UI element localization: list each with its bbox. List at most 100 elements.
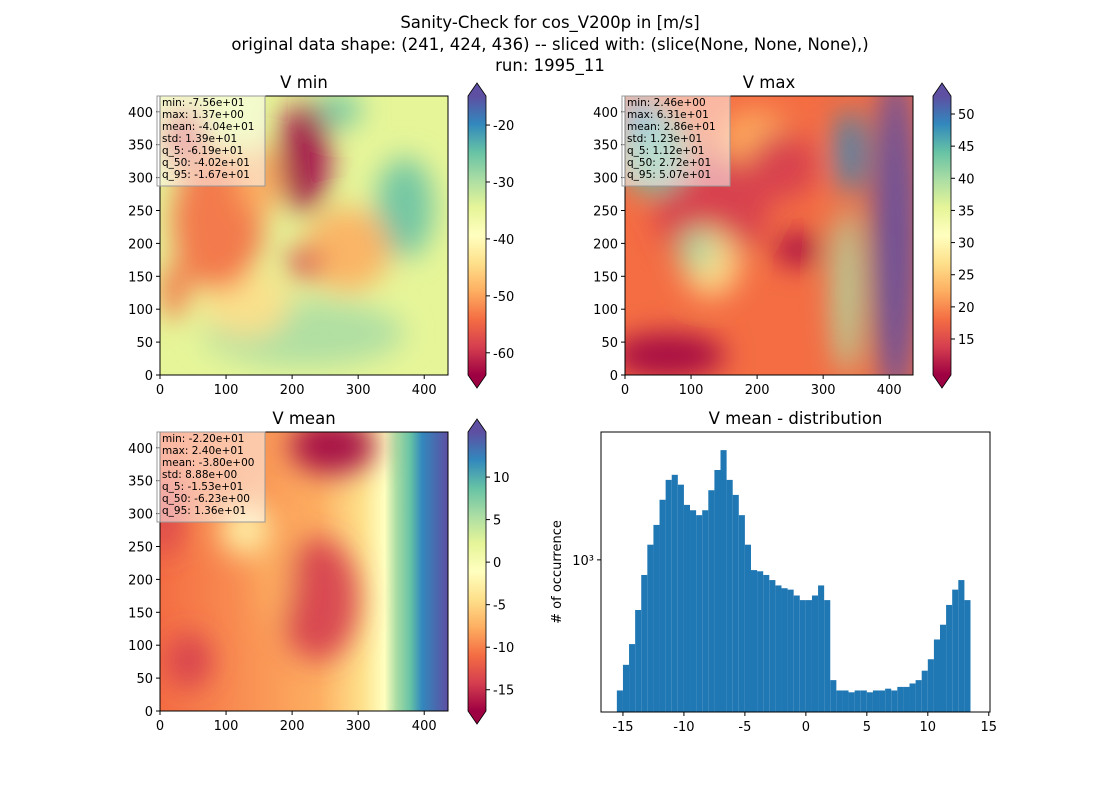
stats-box bbox=[621, 95, 731, 187]
x-tick-label: -15 bbox=[612, 720, 633, 735]
field-blob bbox=[278, 101, 330, 214]
bar bbox=[641, 574, 648, 712]
field-blob bbox=[835, 109, 865, 194]
field-blob bbox=[679, 227, 715, 272]
field-blob bbox=[257, 515, 293, 628]
bar bbox=[781, 588, 788, 712]
y-tick-label: 200 bbox=[128, 237, 153, 252]
colorbar-tick-label: 5 bbox=[493, 514, 501, 529]
y-tick-label: 300 bbox=[128, 508, 153, 523]
y-tick-label: 50 bbox=[601, 336, 618, 351]
stats-text: std: 1.39e+01 bbox=[162, 133, 237, 145]
y-tick-label: 250 bbox=[128, 204, 153, 219]
field-blob bbox=[832, 207, 862, 375]
axes-title: V min bbox=[280, 73, 328, 92]
bar bbox=[683, 504, 691, 712]
y-tick-label: 150 bbox=[128, 606, 153, 621]
colorbar-tick-label: 45 bbox=[958, 140, 975, 155]
stats-text: mean: -3.80e+00 bbox=[162, 457, 254, 469]
colorbar-tick-label: 0 bbox=[493, 556, 501, 571]
colorbar-tick-label: -5 bbox=[493, 599, 506, 614]
axes-frame bbox=[600, 431, 991, 713]
bar bbox=[793, 595, 800, 712]
stats-text: min: -2.20e+01 bbox=[162, 433, 244, 445]
colorbar-tick-label: -15 bbox=[493, 684, 514, 699]
field-blob bbox=[278, 538, 359, 661]
y-tick-label: 10³ bbox=[572, 554, 594, 569]
stats-text: q_5: -1.53e+01 bbox=[162, 481, 243, 493]
bar bbox=[787, 589, 794, 712]
y-tick-label: 50 bbox=[136, 672, 153, 687]
bar bbox=[903, 686, 910, 712]
bar bbox=[811, 595, 819, 712]
field-blob bbox=[774, 232, 821, 267]
stats-text: q_50: 2.72e+01 bbox=[627, 157, 711, 169]
x-tick-label: 10 bbox=[920, 720, 937, 735]
y-tick-label: 0 bbox=[610, 369, 618, 384]
field-blob bbox=[160, 263, 189, 320]
colorbar-tick-label: -40 bbox=[493, 233, 514, 248]
x-tick-label: 200 bbox=[745, 383, 770, 398]
y-tick-label: 400 bbox=[128, 106, 153, 121]
bar bbox=[891, 690, 898, 712]
stats-box bbox=[156, 431, 266, 523]
field-blob bbox=[872, 96, 913, 375]
bar bbox=[671, 474, 678, 712]
colorbar-tick-label: 15 bbox=[958, 333, 975, 348]
y-tick-label: 350 bbox=[593, 139, 618, 154]
x-tick-label: 300 bbox=[346, 383, 371, 398]
x-tick-label: 0 bbox=[802, 720, 810, 735]
x-tick-label: -10 bbox=[673, 720, 694, 735]
colorbar-extend-max bbox=[933, 83, 951, 96]
y-tick-label: 400 bbox=[128, 442, 153, 457]
stats-text: q_50: -4.02e+01 bbox=[162, 157, 250, 169]
bar bbox=[726, 479, 733, 712]
stats-text: max: 6.31e+01 bbox=[627, 109, 709, 121]
y-tick-label: 0 bbox=[145, 705, 153, 720]
axes-title: V mean - distribution bbox=[709, 409, 883, 428]
bar bbox=[653, 524, 660, 712]
y-tick-label: 200 bbox=[593, 237, 618, 252]
stats-box bbox=[156, 95, 266, 187]
axes-frame bbox=[159, 95, 449, 376]
bar bbox=[799, 600, 806, 712]
bar bbox=[872, 690, 880, 712]
axes-title: V max bbox=[743, 73, 796, 92]
bar bbox=[958, 580, 965, 712]
bar bbox=[866, 692, 873, 712]
y-tick-label: 50 bbox=[136, 336, 153, 351]
colorbar-outline bbox=[467, 82, 487, 389]
bar bbox=[622, 664, 630, 712]
field-blob bbox=[748, 132, 818, 200]
colorbar-tick-label: 30 bbox=[958, 237, 975, 252]
bar bbox=[927, 659, 934, 712]
colorbar-tick-label: -30 bbox=[493, 176, 514, 191]
y-tick-label: 350 bbox=[128, 139, 153, 154]
x-tick-label: 100 bbox=[214, 719, 239, 734]
bar bbox=[940, 624, 947, 712]
colorbar-extend-min bbox=[468, 375, 486, 388]
y-tick-label: 0 bbox=[145, 369, 153, 384]
field-blob bbox=[289, 432, 376, 474]
x-tick-label: -5 bbox=[738, 720, 751, 735]
x-tick-label: 300 bbox=[346, 719, 371, 734]
stats-text: q_5: -6.19e+01 bbox=[162, 145, 243, 157]
suptitle: Sanity-Check for cos_V200p in [m/s] bbox=[400, 13, 699, 33]
bar bbox=[818, 585, 825, 712]
bar bbox=[659, 499, 666, 712]
x-tick-label: 0 bbox=[156, 383, 164, 398]
colorbar-extend-max bbox=[468, 419, 486, 432]
bar bbox=[763, 574, 770, 712]
colorbar-tick-label: 40 bbox=[958, 172, 975, 187]
x-tick-label: 5 bbox=[863, 720, 871, 735]
y-tick-label: 300 bbox=[128, 172, 153, 187]
colorbar-outline bbox=[467, 418, 487, 725]
y-tick-label: 250 bbox=[593, 204, 618, 219]
stats-text: q_5: 1.12e+01 bbox=[627, 145, 704, 157]
bar bbox=[946, 604, 953, 712]
colorbar-tick-label: -20 bbox=[493, 119, 514, 134]
bar bbox=[897, 686, 904, 712]
bar bbox=[848, 692, 855, 712]
bar bbox=[909, 683, 916, 712]
field-blob bbox=[376, 157, 434, 258]
